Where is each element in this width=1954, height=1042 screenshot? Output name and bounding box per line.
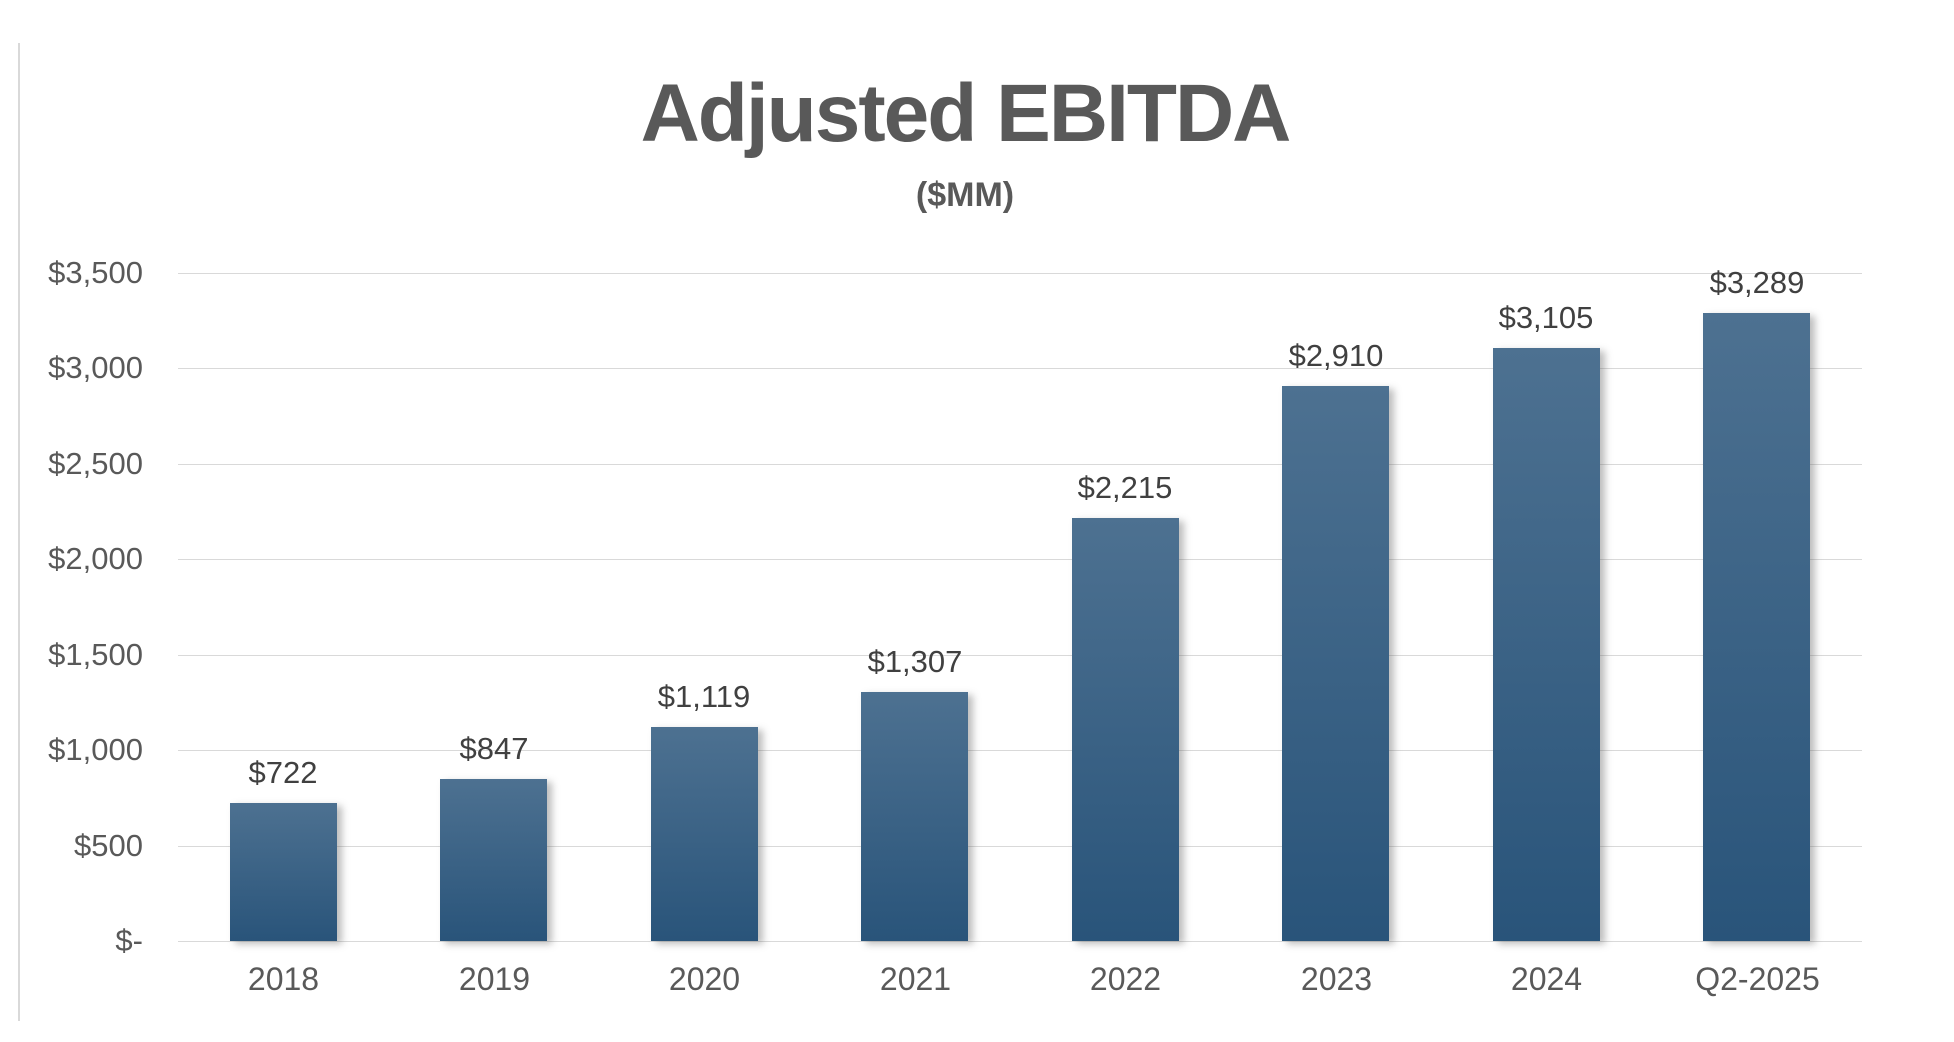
x-axis-category-label: 2022: [1089, 961, 1162, 997]
bar-value-label: $3,289: [1709, 265, 1805, 300]
y-axis-tick-label: $2,000: [48, 541, 143, 576]
x-axis-category-label: 2024: [1510, 961, 1583, 997]
bar-value-label: $1,307: [867, 644, 963, 679]
x-axis-category-label: 2018: [247, 961, 320, 997]
bar-value-label: $722: [248, 755, 318, 790]
x-axis-category-label: 2019: [458, 961, 531, 997]
x-axis-line: [178, 941, 1862, 942]
y-axis-tick-label: $2,500: [48, 446, 143, 481]
bar-2018: [230, 803, 337, 941]
gridline: [178, 368, 1862, 369]
bar-2019: [440, 779, 547, 941]
y-axis-tick-label: $-: [115, 923, 143, 958]
gridline: [178, 750, 1862, 751]
bar-2024: [1493, 348, 1600, 941]
y-axis-tick-label: $3,000: [48, 350, 143, 385]
x-axis-category-label: Q2-2025: [1695, 961, 1820, 997]
bar-2021: [861, 692, 968, 941]
bar-value-label: $2,910: [1288, 338, 1384, 373]
bar-2022: [1072, 518, 1179, 941]
bar-value-label: $3,105: [1498, 300, 1594, 335]
bar-value-label: $1,119: [657, 679, 751, 714]
gridline: [178, 464, 1862, 465]
y-axis-tick-label: $3,500: [48, 255, 143, 290]
x-axis-category-label: 2023: [1300, 961, 1373, 997]
y-axis-tick-label: $500: [74, 828, 143, 863]
gridline: [178, 273, 1862, 274]
left-border-line: [18, 43, 20, 1021]
bar-2020: [651, 727, 758, 941]
x-axis-category-label: 2021: [879, 961, 952, 997]
bar-value-label: $2,215: [1077, 470, 1173, 505]
gridline: [178, 655, 1862, 656]
y-axis-tick-label: $1,500: [48, 637, 143, 672]
chart-title: Adjusted EBITDA: [640, 68, 1292, 159]
chart-subtitle: ($MM): [915, 176, 1015, 214]
y-axis-tick-label: $1,000: [48, 732, 143, 767]
gridline: [178, 559, 1862, 560]
bar-2023: [1282, 386, 1389, 941]
bar-value-label: $847: [459, 731, 529, 766]
bar-q2-2025: [1703, 313, 1810, 941]
gridline: [178, 846, 1862, 847]
x-axis-category-label: 2020: [668, 961, 741, 997]
